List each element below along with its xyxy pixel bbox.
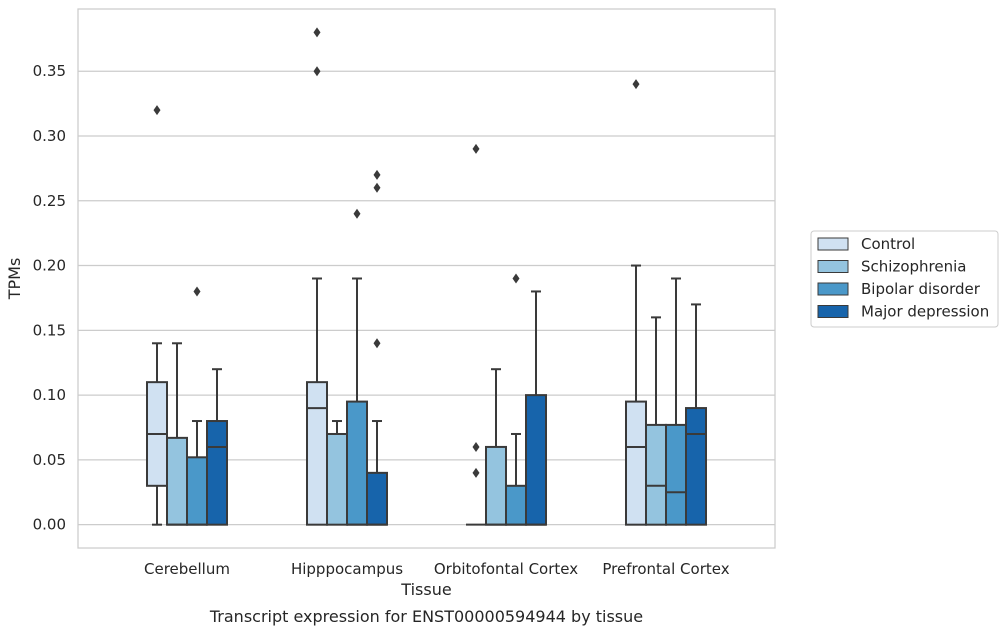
y-tick-label: 0.20 bbox=[33, 257, 66, 275]
box-control bbox=[306, 27, 328, 526]
y-tick-label: 0.30 bbox=[33, 127, 66, 145]
box-body bbox=[625, 400, 647, 526]
outlier-point bbox=[472, 441, 480, 452]
box-body bbox=[366, 471, 388, 526]
x-tick-labels: Cerebellum Hipppocampus Orbitofontal Corte… bbox=[144, 560, 730, 578]
legend-frame bbox=[810, 230, 999, 328]
y-tick-label: 0.10 bbox=[33, 386, 66, 404]
box-control bbox=[146, 105, 168, 526]
outlier-point bbox=[313, 66, 321, 77]
legend-swatch bbox=[817, 305, 849, 318]
box-body bbox=[685, 407, 707, 526]
legend-swatch bbox=[817, 260, 849, 273]
legend-swatch bbox=[817, 237, 849, 251]
x-tick-label: Orbitofontal Cortex bbox=[434, 560, 578, 578]
outlier-point bbox=[472, 467, 480, 478]
y-tick-label: 0.05 bbox=[33, 451, 66, 469]
box-body bbox=[166, 436, 188, 526]
box-schizophrenia bbox=[645, 316, 667, 526]
outlier-point bbox=[512, 273, 520, 284]
legend-label: Schizophrenia bbox=[861, 258, 966, 276]
box-bipolar-disorder bbox=[665, 277, 687, 526]
legend-label: Major depression bbox=[861, 303, 989, 321]
outlier-point bbox=[193, 286, 201, 297]
box-major-depression bbox=[685, 303, 707, 526]
legend: Control Schizophrenia Bipolar disorder Majo… bbox=[810, 230, 999, 328]
box-schizophrenia bbox=[326, 420, 348, 526]
box-body bbox=[206, 420, 228, 526]
outlier-point bbox=[632, 79, 640, 90]
box-body bbox=[186, 456, 208, 526]
outlier-point bbox=[373, 182, 381, 193]
outlier-point bbox=[153, 105, 161, 116]
box-major-depression bbox=[206, 368, 228, 526]
box-body bbox=[505, 484, 527, 526]
box-bipolar-disorder bbox=[505, 273, 527, 526]
box-body bbox=[485, 445, 507, 526]
y-axis-label: TPMs bbox=[5, 258, 24, 301]
x-axis-label: Tissue bbox=[400, 580, 451, 599]
y-tick-label: 0.15 bbox=[33, 321, 66, 339]
box-bipolar-disorder bbox=[346, 208, 368, 526]
box-body bbox=[665, 423, 687, 526]
box-major-depression bbox=[525, 290, 547, 526]
box-body bbox=[306, 381, 328, 526]
x-tick-label: Cerebellum bbox=[144, 560, 230, 578]
box-body bbox=[346, 400, 368, 526]
x-tick-label: Prefrontal Cortex bbox=[602, 560, 729, 578]
legend-label: Bipolar disorder bbox=[861, 280, 981, 298]
box-control bbox=[466, 143, 486, 526]
y-tick-labels: 0.00 0.05 0.10 0.15 0.20 0.25 0.30 0.35 bbox=[33, 62, 66, 533]
box-major-depression bbox=[366, 169, 388, 526]
y-tick-label: 0.00 bbox=[33, 516, 66, 534]
plot-frame bbox=[77, 8, 776, 549]
y-tick-label: 0.35 bbox=[33, 62, 66, 80]
box-body bbox=[525, 394, 547, 526]
outlier-point bbox=[313, 27, 321, 38]
box-body bbox=[326, 432, 348, 526]
box-schizophrenia bbox=[166, 342, 188, 526]
x-tick-label: Hipppocampus bbox=[291, 560, 403, 578]
outlier-point bbox=[472, 143, 480, 154]
outlier-point bbox=[373, 169, 381, 180]
legend-swatch bbox=[817, 282, 849, 296]
outlier-point bbox=[373, 338, 381, 349]
outlier-point bbox=[353, 208, 361, 219]
box-schizophrenia bbox=[485, 368, 507, 526]
box-control bbox=[625, 79, 647, 526]
chart-caption: Transcript expression for ENST0000059494… bbox=[209, 607, 643, 626]
legend-label: Control bbox=[861, 235, 915, 253]
boxes bbox=[146, 27, 707, 526]
box-bipolar-disorder bbox=[186, 286, 208, 526]
y-tick-label: 0.25 bbox=[33, 192, 66, 210]
box-body bbox=[645, 423, 667, 526]
